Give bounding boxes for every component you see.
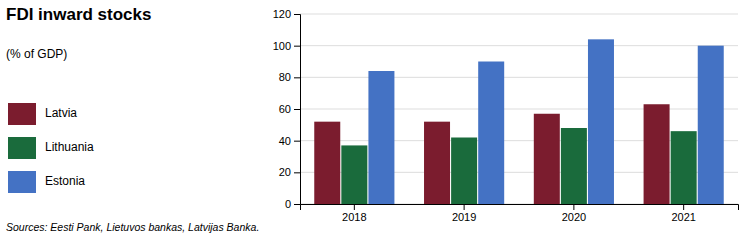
legend-label: Lithuania xyxy=(45,140,94,154)
bar xyxy=(534,114,560,204)
bar xyxy=(698,46,724,204)
bar xyxy=(671,131,697,204)
axis-line xyxy=(301,205,739,211)
tick-mark xyxy=(294,109,300,110)
bar xyxy=(644,104,670,204)
axis-line xyxy=(294,15,301,205)
tick: 2018 xyxy=(342,204,366,223)
tick-label: 80 xyxy=(279,71,291,83)
x-axis: 2018 2019 2020 2021 xyxy=(301,204,739,223)
tick: 20 xyxy=(279,166,300,178)
legend-swatch xyxy=(8,103,36,125)
bar xyxy=(588,39,614,204)
tick-mark xyxy=(573,204,574,210)
bar xyxy=(341,145,367,204)
tick-label: 2020 xyxy=(562,211,586,223)
tick: 0 xyxy=(285,198,300,210)
bar xyxy=(424,122,450,204)
tick: 2021 xyxy=(671,204,695,223)
legend-label: Latvia xyxy=(45,106,77,120)
tick-label: 40 xyxy=(279,135,291,147)
legend-label: Estonia xyxy=(45,174,85,188)
grid-line xyxy=(300,45,738,46)
grid-line xyxy=(300,77,738,78)
y-axis: 0 20 40 60 80 100 120 xyxy=(273,8,301,210)
tick: 2020 xyxy=(562,204,586,223)
chart: 0 20 40 60 80 100 120 2018 2019 2020 2021 FDI inwar… xyxy=(0,0,750,238)
tick-label: 60 xyxy=(279,103,291,115)
tick: 2019 xyxy=(452,204,476,223)
bar xyxy=(561,128,587,204)
tick-label: 0 xyxy=(285,198,291,210)
bars xyxy=(314,39,723,204)
bar xyxy=(451,138,477,205)
tick-label: 100 xyxy=(273,40,291,52)
grid-line xyxy=(300,109,738,110)
legend: Latvia Lithuania Estonia xyxy=(8,103,94,193)
legend-item: Estonia xyxy=(8,171,85,193)
tick-mark xyxy=(683,204,684,210)
legend-swatch xyxy=(8,171,36,193)
tick-mark xyxy=(464,204,465,210)
tick-mark xyxy=(294,77,300,78)
tick: 40 xyxy=(279,135,300,147)
tick-mark xyxy=(294,172,300,173)
subtitle: (% of GDP) xyxy=(6,47,67,61)
tick-label: 20 xyxy=(279,166,291,178)
grid-line xyxy=(300,14,738,15)
tick: 100 xyxy=(273,40,300,52)
legend-swatch xyxy=(8,137,36,159)
bar xyxy=(368,71,394,204)
bar xyxy=(314,122,340,204)
bar-series xyxy=(341,128,696,204)
tick-mark xyxy=(294,141,300,142)
tick-mark xyxy=(354,204,355,210)
tick-label: 2018 xyxy=(342,211,366,223)
tick-mark xyxy=(294,14,300,15)
grid xyxy=(300,14,738,204)
tick-label: 120 xyxy=(273,8,291,20)
tick-mark xyxy=(294,204,300,205)
title: FDI inward stocks xyxy=(6,5,151,24)
legend-item: Latvia xyxy=(8,103,77,125)
annotation: Sources: Eesti Pank, Lietuvos bankas, La… xyxy=(6,221,259,233)
tick-label: 2019 xyxy=(452,211,476,223)
tick-mark xyxy=(294,46,300,47)
legend-item: Lithuania xyxy=(8,137,94,159)
bar xyxy=(478,62,504,205)
bar-series xyxy=(368,39,723,204)
tick: 120 xyxy=(273,8,300,20)
tick: 80 xyxy=(279,71,300,83)
tick-label: 2021 xyxy=(671,211,695,223)
tick: 60 xyxy=(279,103,300,115)
